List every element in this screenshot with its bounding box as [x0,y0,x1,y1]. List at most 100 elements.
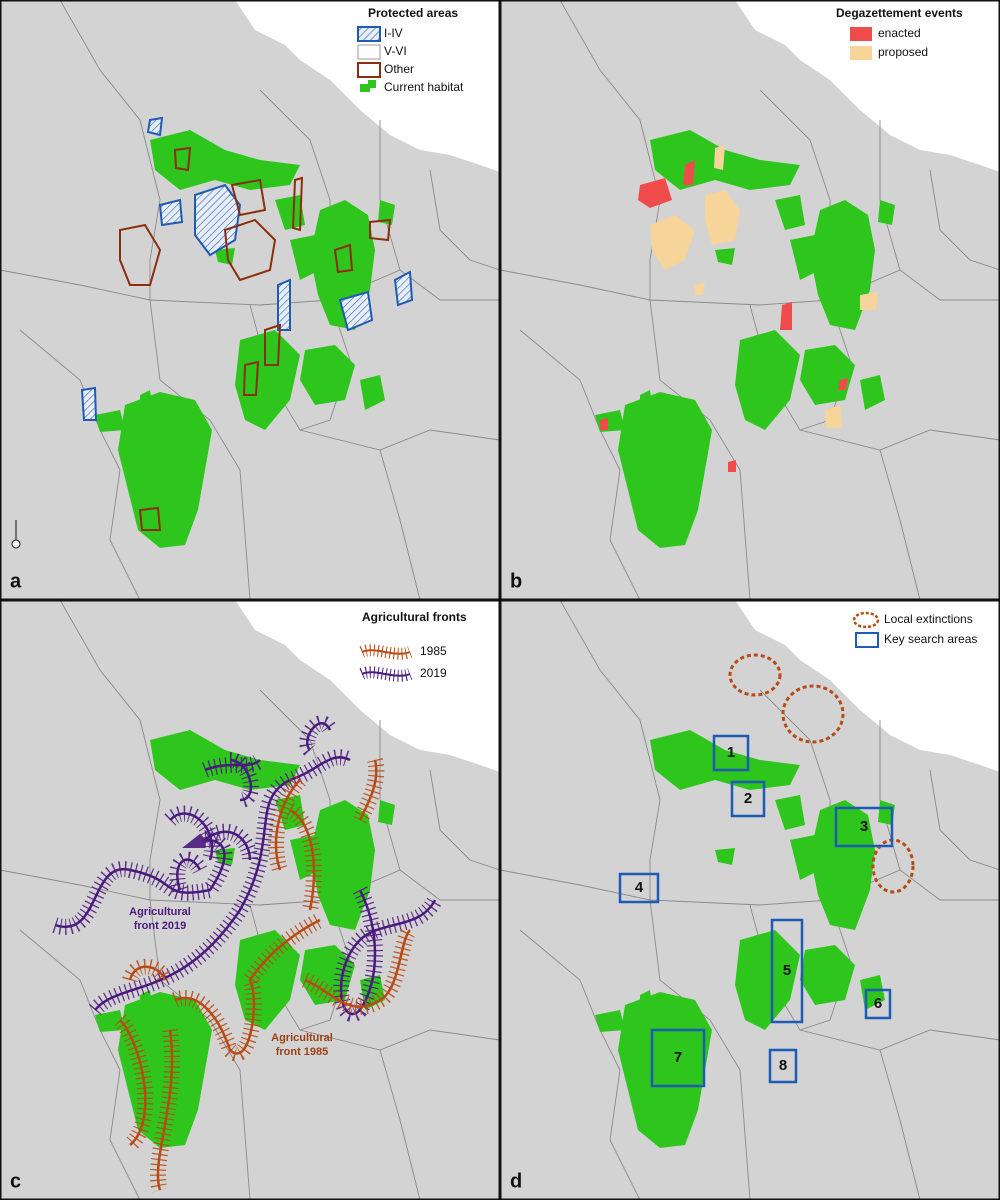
current-habitat [878,200,895,225]
state-border [0,869,500,906]
degazettement-enacted [780,302,792,330]
state-border [929,169,1000,271]
current-habitat [378,800,395,825]
state-border [559,0,661,300]
legend-label: 1985 [420,644,447,658]
state-border [519,929,641,1200]
current-habitat [235,930,300,1030]
panel-letter: b [510,570,522,592]
current-habitat [95,1010,125,1032]
degazettement-proposed [705,190,740,245]
degazettement-proposed [714,145,725,170]
legend-label: enacted [878,26,921,40]
current-habitat [618,392,712,548]
state-border [149,899,251,1200]
panel-letter: a [10,570,22,592]
front-line [289,808,412,1008]
state-border [649,899,751,1200]
local-extinction [728,653,782,697]
legend-swatch [852,611,880,629]
protected-area-i-iv [80,386,98,421]
current-habitat [95,410,125,432]
degazettement-proposed [650,215,695,270]
panel-border [500,600,1000,1200]
degazettement-enacted [728,460,736,472]
state-border [879,1049,921,1200]
current-habitat [735,930,800,1030]
protected-area-other [333,243,354,274]
degazettement-enacted [638,178,672,208]
legend-label: I-IV [384,26,403,40]
front-line [204,758,261,772]
current-habitat [810,200,875,330]
map-panel: Agricultural fronts 1985 2019 c Agricultural… [0,599,501,1200]
state-border [429,169,501,271]
current-habitat [735,330,800,430]
legend-swatch [360,80,376,92]
search-area-label: 3 [860,818,868,835]
current-habitat [275,195,305,230]
current-habitat [650,730,800,790]
protected-area-i-iv [194,183,242,257]
current-habitat [775,795,805,830]
search-area [768,1048,798,1084]
protected-area-i-iv [158,198,184,227]
search-area-label: 1 [727,744,735,761]
legend-swatch [361,671,411,677]
state-border [499,269,1000,306]
protected-area-i-iv [393,270,414,307]
annotation: front 1985 [276,1046,329,1058]
state-border [379,449,421,601]
legend-swatch [850,27,872,41]
legend-label: Other [384,62,414,76]
front-line [119,1019,174,1191]
current-habitat [640,390,652,405]
map-panel: Degazettement events enacted proposed b [499,0,1000,601]
current-habitat [810,800,875,930]
state-border [649,299,751,601]
panel-letter: c [10,1170,21,1192]
search-area-label: 6 [874,995,882,1012]
legend-swatch [855,632,879,648]
protected-area-other [138,506,162,531]
legend-swatch [850,46,872,60]
search-area [712,734,750,772]
state-border [19,929,141,1200]
protected-area-i-iv [146,116,164,137]
degazettement-proposed [860,292,878,310]
state-border [59,0,161,300]
state-border [59,599,161,900]
current-habitat [715,848,735,865]
protected-area-other [119,223,162,286]
panel-border [500,0,1000,600]
current-habitat [775,195,805,230]
search-area-label: 8 [779,1057,787,1074]
current-habitat [790,235,820,280]
state-border [879,449,921,601]
current-habitat [800,945,855,1005]
front-line [169,722,332,891]
protected-area-other [230,178,267,217]
current-habitat [140,390,152,405]
panel-border [0,600,500,1200]
front-line [128,918,321,1055]
protected-area-i-iv [277,278,291,331]
front-line [339,889,437,1016]
legend-label: 2019 [420,666,447,680]
state-border [519,329,641,601]
north-arrow-base [11,539,21,549]
current-habitat [150,130,300,190]
search-area [770,918,804,1024]
protected-area-i-iv [338,290,374,332]
current-habitat [300,345,355,405]
legend-swatch [361,649,411,655]
current-habitat [790,835,820,880]
state-border [0,269,500,306]
map-panel: Local extinctions Key search areas d 1 2 3 4 5 6… [499,599,1000,1200]
legend-label: proposed [878,45,928,59]
degazettement-proposed [825,405,842,428]
front-line [94,756,351,1011]
degazettement-proposed [695,282,705,295]
search-area-label: 4 [635,879,644,896]
